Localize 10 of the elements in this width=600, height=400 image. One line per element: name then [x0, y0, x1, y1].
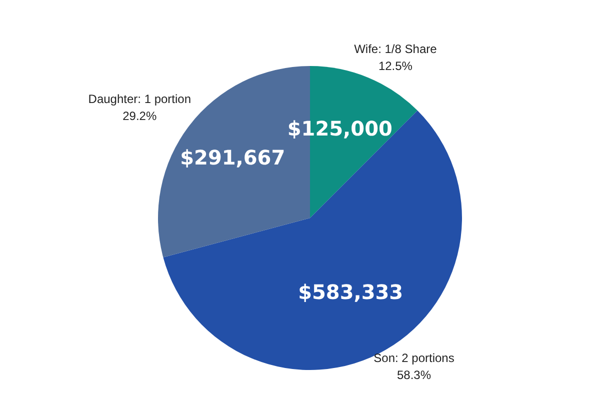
- slice-label: Daughter: 1 portion: [88, 92, 192, 106]
- text: 29.2%: [122, 108, 157, 123]
- slice-label: Wife: 1/8 Share: [354, 42, 438, 56]
- text: 12.5%: [378, 59, 413, 74]
- data-label: $583,333: [298, 280, 404, 304]
- pie-slice: [163, 110, 462, 370]
- data-label: $125,000: [287, 116, 392, 141]
- data-label: $291,667: [180, 145, 286, 170]
- slice-label: Son: 2 portions: [374, 350, 454, 365]
- text: 58.3%: [396, 368, 432, 382]
